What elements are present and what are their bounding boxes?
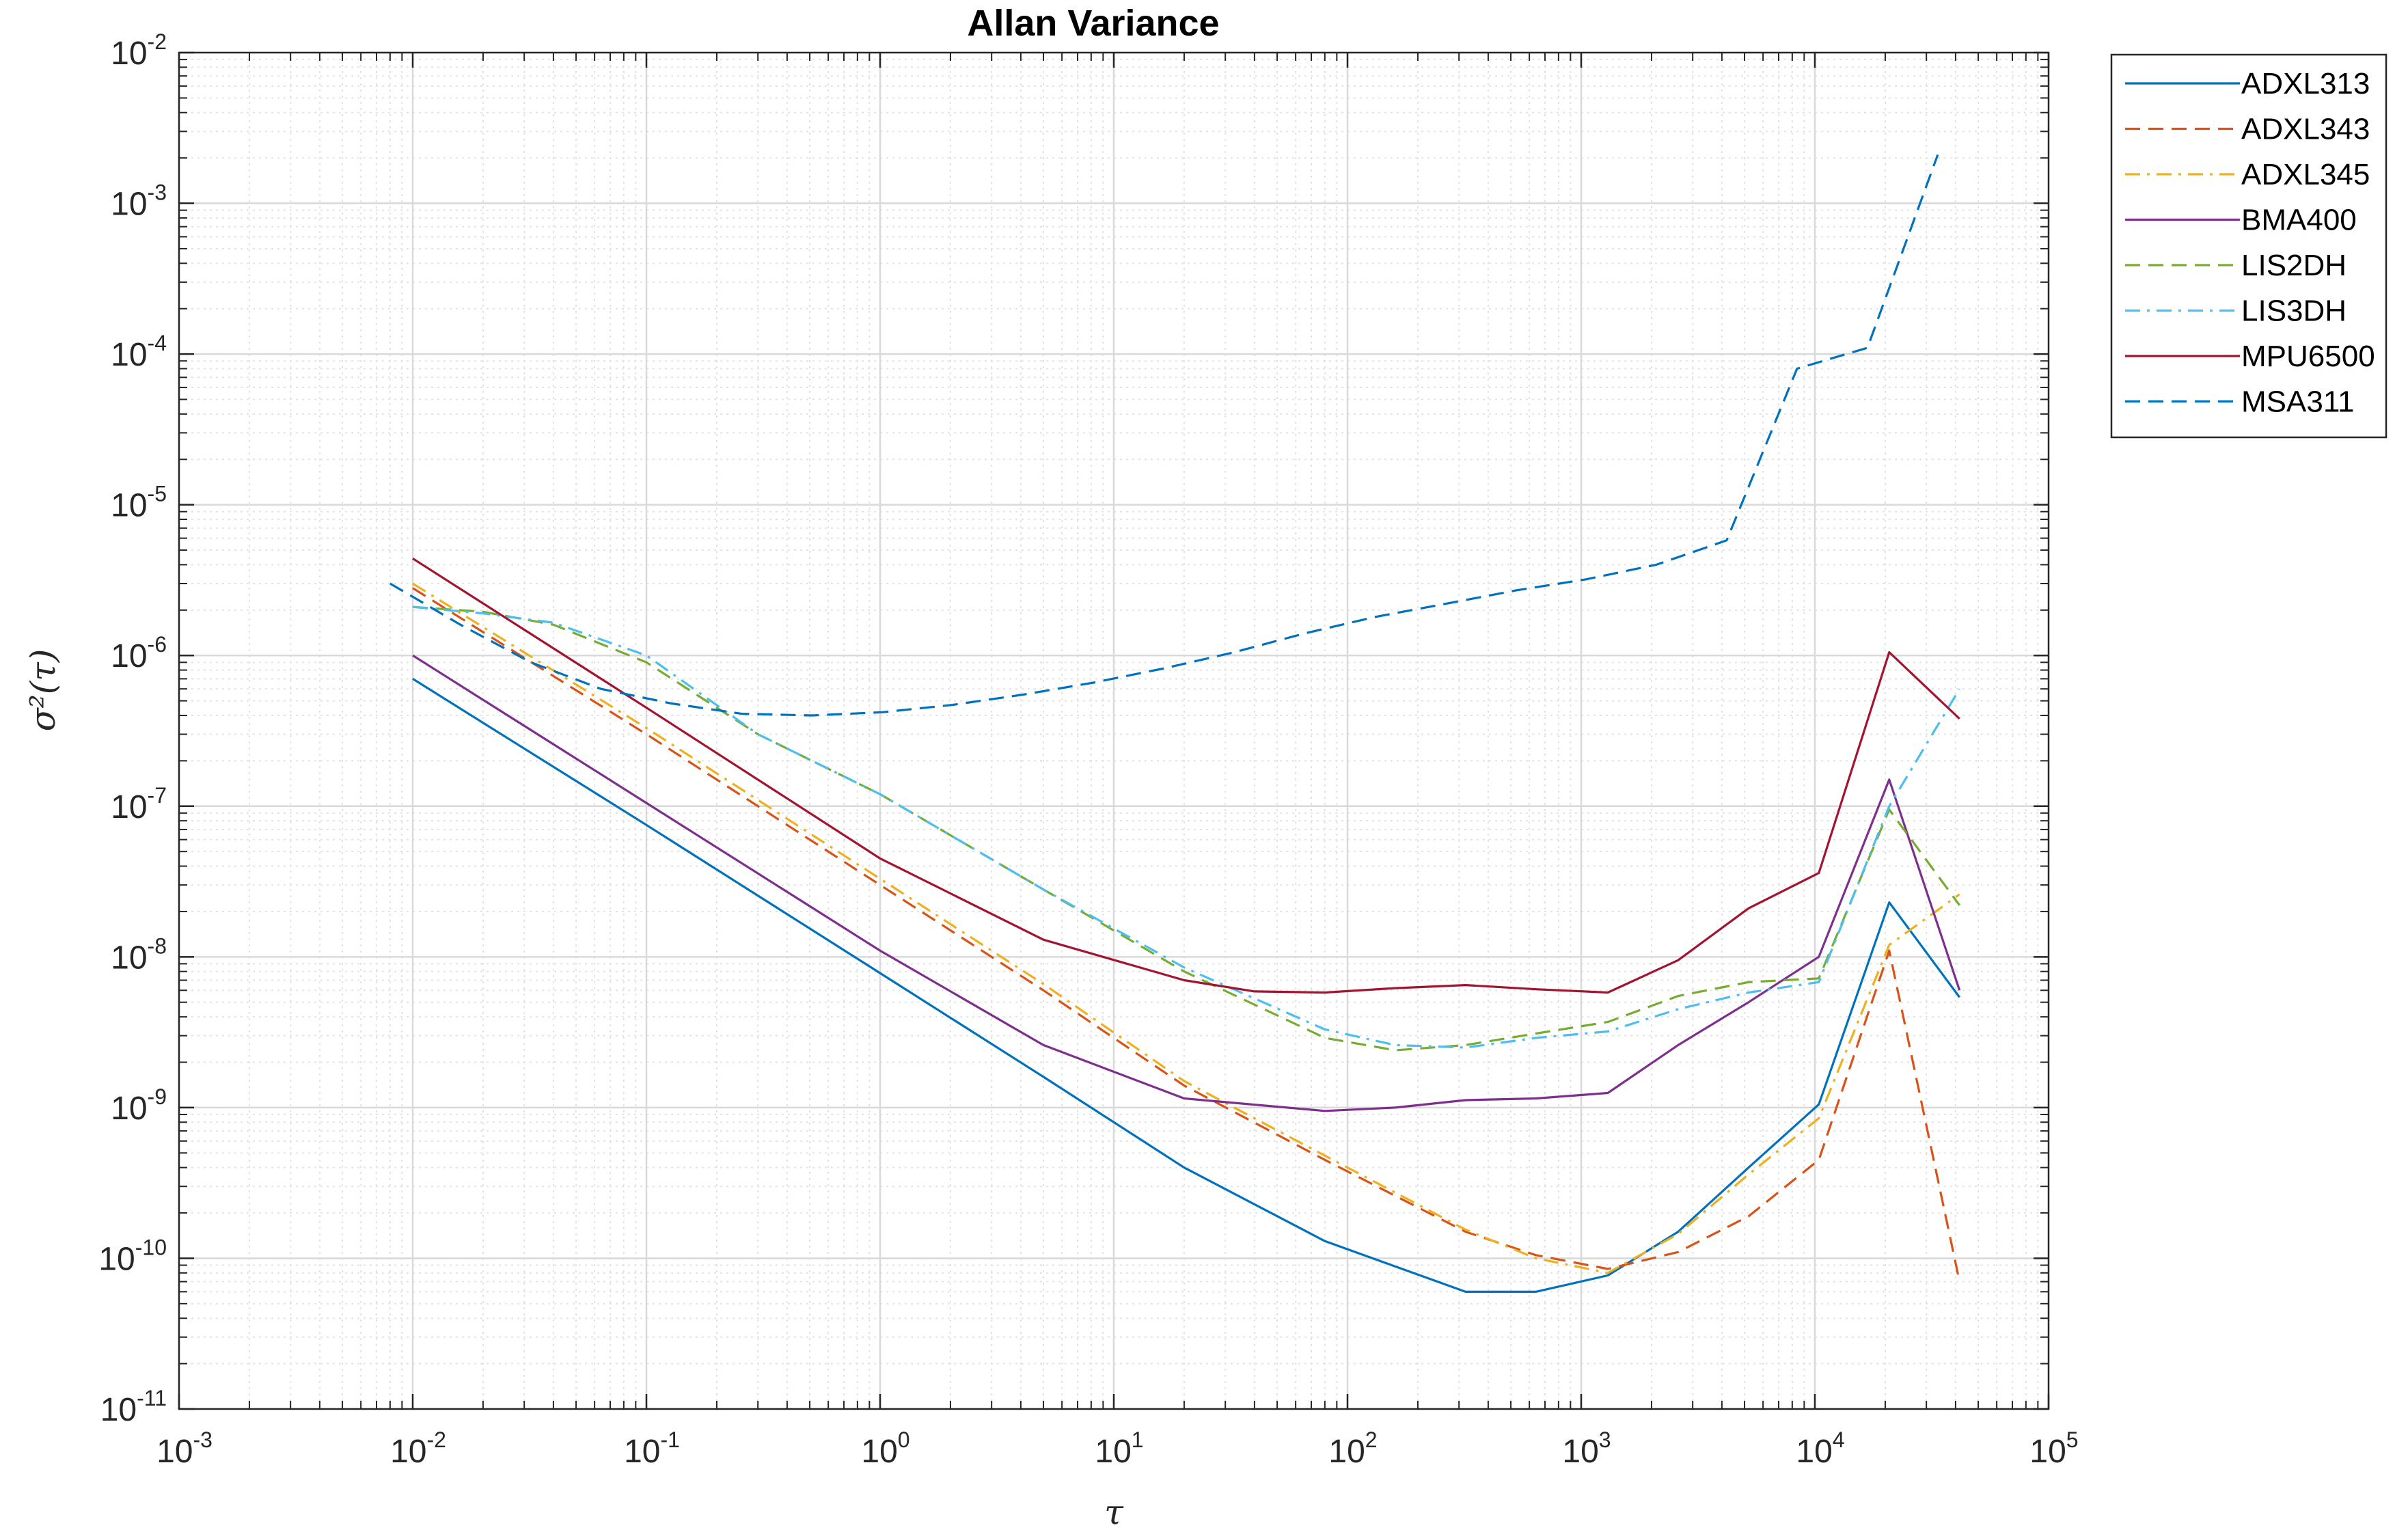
- legend: ADXL313 ADXL343 ADXL345 BMA400 LIS2DH LIS3DH M…: [2110, 53, 2388, 439]
- x-tick-base: 10: [624, 1434, 660, 1470]
- legend-label: MPU6500: [2241, 340, 2375, 373]
- x-tick-exponent: 3: [1599, 1427, 1611, 1452]
- y-tick-base: 10: [111, 1091, 147, 1127]
- series-line-lis3dh: [412, 605, 1961, 1049]
- y-tick-exponent: -4: [148, 331, 167, 355]
- x-tick-exponent: 1: [1132, 1427, 1144, 1452]
- x-axis-title: τ: [1104, 1492, 1124, 1532]
- y-tick-label: 10-2: [111, 29, 167, 72]
- y-tick-base: 10: [98, 1241, 135, 1277]
- x-tick-base: 10: [1328, 1434, 1365, 1470]
- legend-entry-adxl343: ADXL343: [2125, 113, 2370, 146]
- y-tick-label: 10-3: [111, 180, 167, 223]
- series-line-lis2dh: [412, 605, 1960, 1052]
- x-tick-base: 10: [390, 1434, 426, 1470]
- axis-ticks: [178, 51, 2050, 1410]
- x-tick-label: 105: [2029, 1427, 2078, 1470]
- plot-area: [178, 51, 2050, 1410]
- x-tick-label: 100: [861, 1427, 909, 1470]
- y-tick-label: 10-9: [111, 1084, 167, 1127]
- legend-label: ADXL343: [2241, 113, 2370, 146]
- legend-label: ADXL345: [2241, 158, 2370, 191]
- x-tick-exponent: 0: [898, 1427, 910, 1452]
- y-tick-base: 10: [111, 789, 147, 825]
- x-tick-exponent: 5: [2066, 1427, 2079, 1452]
- x-tick-label: 104: [1796, 1427, 1844, 1470]
- y-tick-exponent: -6: [148, 632, 167, 657]
- x-tick-base: 10: [1562, 1434, 1598, 1470]
- x-tick-base: 10: [1796, 1434, 1832, 1470]
- legend-label: MSA311: [2241, 385, 2355, 419]
- x-tick-base: 10: [2029, 1434, 2066, 1470]
- x-tick-base: 10: [156, 1434, 193, 1470]
- legend-box: [2110, 53, 2388, 439]
- y-tick-exponent: -3: [148, 180, 167, 205]
- y-tick-base: 10: [100, 1392, 137, 1428]
- x-tick-label: 10-2: [390, 1427, 446, 1470]
- x-tick-exponent: -2: [426, 1427, 446, 1452]
- series-line-adxl343: [412, 587, 1961, 1282]
- legend-entry-mpu6500: MPU6500: [2125, 340, 2375, 373]
- x-tick-label: 101: [1095, 1427, 1143, 1470]
- y-tick-label: 10-7: [111, 783, 167, 825]
- x-tick-label: 103: [1562, 1427, 1611, 1470]
- y-tick-label: 10-4: [111, 331, 167, 373]
- y-tick-exponent: -5: [148, 482, 167, 506]
- y-tick-base: 10: [111, 488, 147, 524]
- y-tick-label: 10-6: [111, 632, 167, 674]
- y-tick-labels: 10-1110-1010-910-810-710-610-510-410-310…: [98, 29, 167, 1428]
- series-line-adxl313: [412, 678, 1960, 1294]
- x-tick-base: 10: [1095, 1434, 1131, 1470]
- legend-entry-bma400: BMA400: [2125, 204, 2357, 237]
- y-tick-exponent: -11: [137, 1386, 167, 1410]
- x-tick-labels: 10-3 10-2 10-1 100 101 102 103 104 105: [156, 1427, 2079, 1470]
- y-tick-label: 10-8: [111, 933, 167, 976]
- y-tick-exponent: -10: [135, 1235, 167, 1259]
- y-tick-exponent: -2: [148, 29, 167, 54]
- legend-entry-lis3dh: LIS3DH: [2125, 295, 2347, 328]
- x-tick-exponent: 2: [1365, 1427, 1378, 1452]
- x-tick-label: 102: [1328, 1427, 1377, 1470]
- y-tick-base: 10: [111, 638, 147, 674]
- major-grid: [179, 53, 2049, 1409]
- y-tick-base: 10: [111, 337, 147, 373]
- legend-entries: ADXL313 ADXL343 ADXL345 BMA400 LIS2DH LIS3DH M…: [2125, 67, 2375, 419]
- x-tick-exponent: -3: [193, 1427, 212, 1452]
- y-tick-base: 10: [111, 36, 147, 72]
- y-tick-label: 10-10: [98, 1235, 167, 1277]
- y-tick-exponent: -9: [148, 1084, 167, 1109]
- chart-title: Allan Variance: [967, 3, 1219, 44]
- legend-entry-adxl313: ADXL313: [2125, 67, 2370, 100]
- series-layer: [389, 154, 1961, 1294]
- legend-label: LIS2DH: [2241, 249, 2347, 282]
- legend-label: ADXL313: [2241, 67, 2370, 100]
- series-line-bma400: [412, 654, 1961, 1112]
- series-line-msa311: [389, 154, 1939, 717]
- legend-entry-lis2dh: LIS2DH: [2125, 249, 2347, 282]
- y-axis-title: σ²(τ): [23, 649, 63, 732]
- legend-label: BMA400: [2241, 204, 2357, 237]
- legend-entry-adxl345: ADXL345: [2125, 158, 2370, 191]
- y-tick-label: 10-11: [100, 1386, 167, 1428]
- legend-entry-msa311: MSA311: [2125, 385, 2355, 419]
- x-tick-exponent: 4: [1833, 1427, 1845, 1452]
- y-tick-base: 10: [111, 940, 147, 976]
- y-tick-exponent: -7: [148, 783, 167, 808]
- y-tick-label: 10-5: [111, 482, 167, 524]
- x-tick-label: 10-1: [624, 1427, 680, 1470]
- y-tick-exponent: -8: [148, 933, 167, 958]
- legend-label: LIS3DH: [2241, 295, 2347, 328]
- y-tick-base: 10: [111, 187, 147, 223]
- x-tick-label: 10-3: [156, 1427, 213, 1470]
- series-line-mpu6500: [412, 557, 1960, 994]
- x-tick-exponent: -1: [660, 1427, 679, 1452]
- x-tick-base: 10: [861, 1434, 897, 1470]
